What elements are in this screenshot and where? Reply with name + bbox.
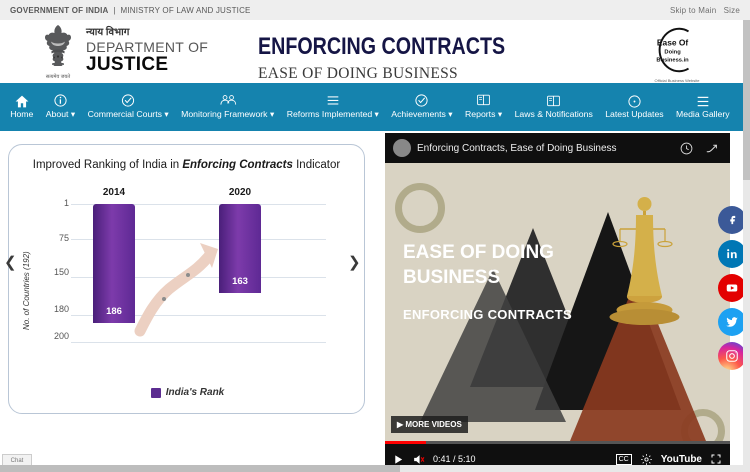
svg-text:Doing: Doing (664, 50, 681, 56)
svg-text:Business.in: Business.in (656, 58, 689, 64)
svg-text:Ease Of: Ease Of (657, 38, 689, 48)
